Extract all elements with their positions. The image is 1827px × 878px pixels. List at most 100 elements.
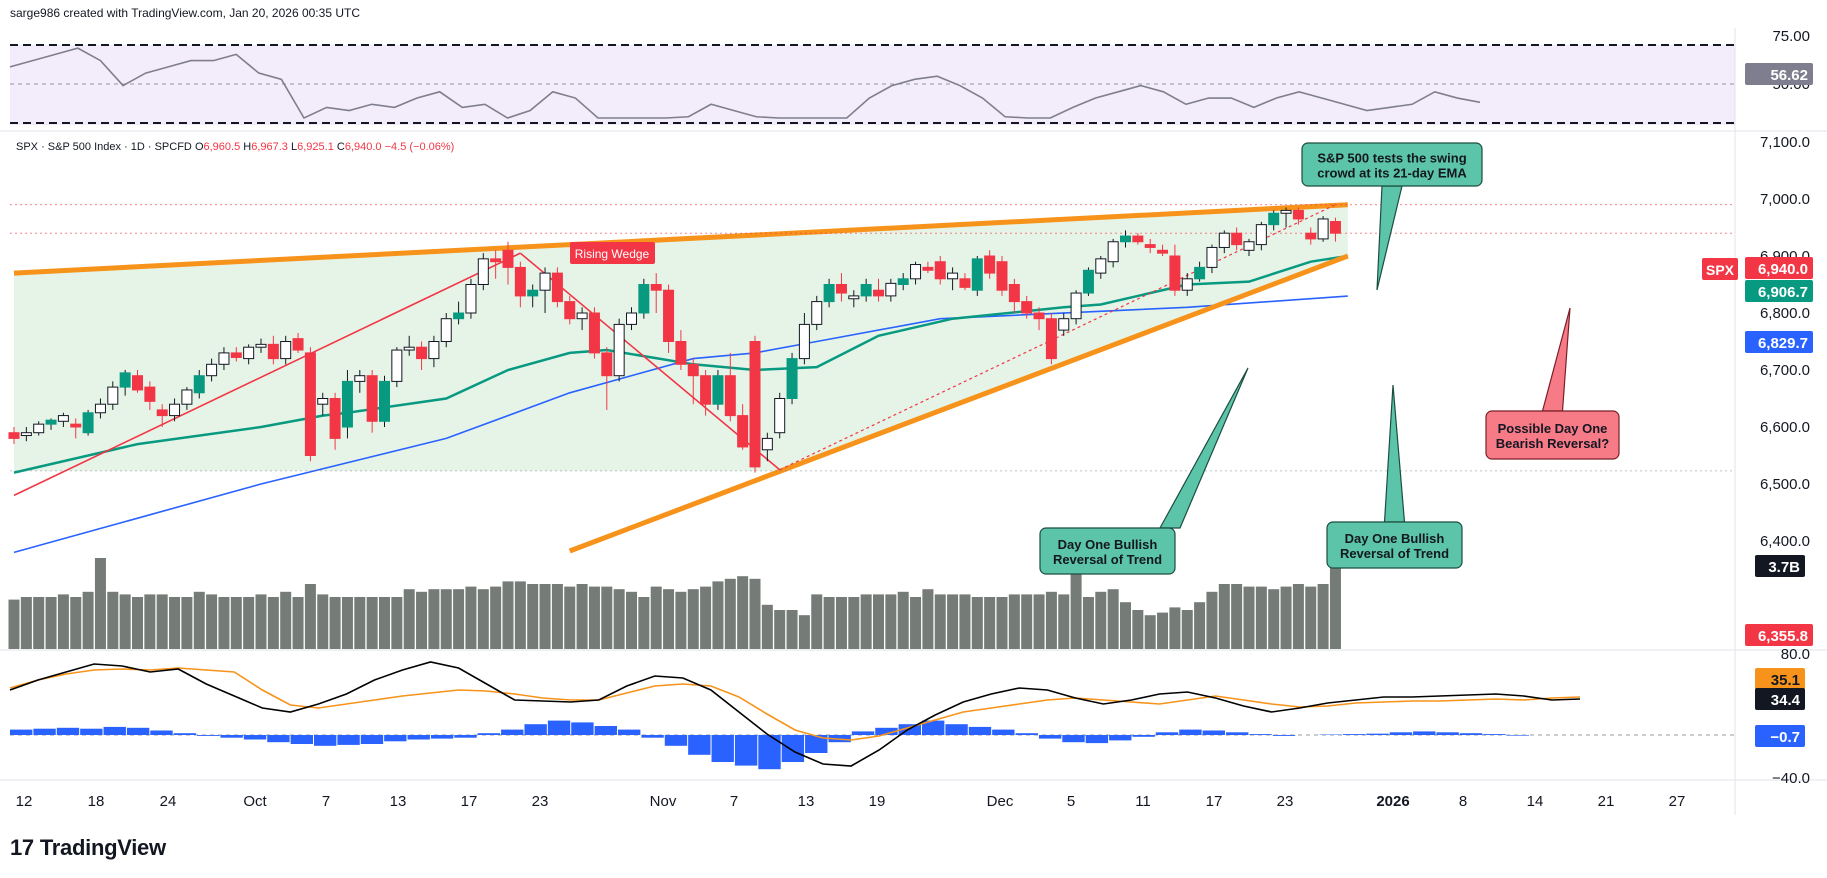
volume-bar [848, 597, 860, 649]
trend-line-dotted [779, 204, 1336, 471]
macd-histogram-bar [641, 735, 664, 738]
candle-body [1082, 269, 1094, 294]
macd-pane [9, 661, 1581, 770]
volume-bar [119, 594, 131, 649]
price-tick-label: 6,600.0 [1760, 419, 1810, 436]
time-tick-label: 8 [1459, 793, 1467, 810]
candle-body [280, 341, 292, 360]
candle-body [934, 261, 946, 280]
candle-body [20, 432, 32, 437]
volume-bar [1268, 589, 1280, 649]
macd-histogram-bar [758, 735, 781, 770]
candle-body [798, 323, 810, 360]
last-price-tag-bg [1745, 257, 1813, 279]
ema50-tag-bg [1745, 331, 1813, 353]
macd-histogram-bar [734, 735, 758, 766]
price-tick-label: 7,100.0 [1760, 134, 1810, 151]
volume-bar [1082, 597, 1094, 649]
candle-body [638, 284, 650, 314]
volume-bar [280, 591, 292, 649]
legend-symbol[interactable]: SPX · S&P 500 Index · 1D · SPCFD [16, 141, 192, 153]
candle-body [650, 284, 662, 291]
candle-body [626, 312, 637, 325]
macd-histogram-bar [851, 731, 875, 735]
candle-body [82, 412, 94, 434]
time-axis: 12 18 24 Oct 7 13 17 23 Nov 7 13 19 Dec 5 11 17 23 2026 8 1… [16, 793, 1686, 810]
bullish-callout-1-pointer [1158, 367, 1249, 529]
volume-bar [811, 594, 823, 649]
volume-bar [1305, 586, 1317, 649]
symbol-legend: SPX · S&P 500 Index · 1D · SPCFD O6,960.… [16, 141, 454, 153]
macd-histogram-bar [618, 729, 641, 735]
candle-body [230, 352, 242, 358]
volume-bar [366, 597, 378, 649]
volume-bar [255, 594, 267, 649]
volume-bar [8, 599, 20, 649]
macd-histogram-bar [56, 727, 80, 735]
macd-histogram-bar [1249, 734, 1272, 735]
candle-body [1329, 221, 1341, 234]
macd-histogram-bar [1202, 730, 1225, 735]
time-tick-label: 23 [532, 793, 549, 810]
last-price-tag: 6,940.0 [1758, 261, 1808, 278]
volume-bar [304, 584, 316, 649]
volume-bars [8, 552, 1341, 649]
volume-bar [835, 597, 847, 649]
time-tick-label: 18 [88, 793, 105, 810]
macd-histogram-bar [173, 733, 197, 735]
candle-body [1070, 292, 1082, 320]
macd-line [9, 661, 1581, 767]
volume-bar [341, 597, 353, 649]
rsi-value-tag-bg [1745, 63, 1813, 85]
time-tick-label: 23 [1277, 793, 1294, 810]
volume-bar [1058, 594, 1070, 649]
macd-histogram-bar [524, 724, 547, 735]
volume-bar [539, 584, 551, 649]
volume-bar [193, 591, 205, 649]
volume-bar [132, 597, 143, 649]
volume-bar [910, 597, 922, 649]
bottom-price-tag: 6,355.8 [1758, 628, 1808, 645]
macd-histogram-bar [1366, 733, 1389, 735]
candle-body [1045, 318, 1057, 360]
volume-bar [379, 597, 390, 649]
candle-body [465, 284, 477, 314]
macd-line-tag-bg [1755, 688, 1805, 710]
bullish-callout-2-pointer [1383, 384, 1406, 523]
volume-bar [181, 597, 193, 649]
candle-body [663, 289, 675, 343]
macd-histogram-bar [547, 720, 571, 735]
candle-body [169, 403, 181, 417]
volume-bar [206, 594, 218, 649]
volume-bar [1107, 589, 1119, 649]
candle-body [1292, 209, 1304, 220]
price-tick-label: 6,800.0 [1760, 305, 1810, 322]
volume-bar [57, 594, 69, 649]
tradingview-brand[interactable]: 17 TradingView [10, 835, 166, 861]
volume-bar [107, 591, 119, 649]
candle-body [564, 301, 576, 320]
candle-body [724, 375, 736, 417]
candle-body [897, 278, 909, 285]
candle-body [94, 403, 106, 414]
candle-body [1243, 241, 1255, 251]
volume-bar [1317, 584, 1329, 649]
macd-histogram-bar [968, 726, 992, 735]
macd-histogram-bar [290, 735, 313, 744]
candles [8, 207, 1341, 473]
candle-body [774, 398, 786, 434]
candle-body [700, 375, 712, 405]
volume-bar [650, 586, 662, 649]
candle-body [885, 282, 897, 297]
volume-bar [1181, 610, 1193, 649]
volume-bar [947, 594, 959, 649]
volume-bar [959, 594, 971, 649]
swing-callout-line2: crowd at its 21-day EMA [1317, 166, 1467, 181]
symbol-tag: SPX [1706, 262, 1735, 278]
macd-histogram-bar [571, 722, 594, 735]
macd-hist-tag-bg [1755, 725, 1805, 747]
swing-callout-line1: S&P 500 tests the swing [1317, 151, 1466, 166]
volume-bar [996, 597, 1008, 649]
candle-body [1157, 249, 1169, 254]
